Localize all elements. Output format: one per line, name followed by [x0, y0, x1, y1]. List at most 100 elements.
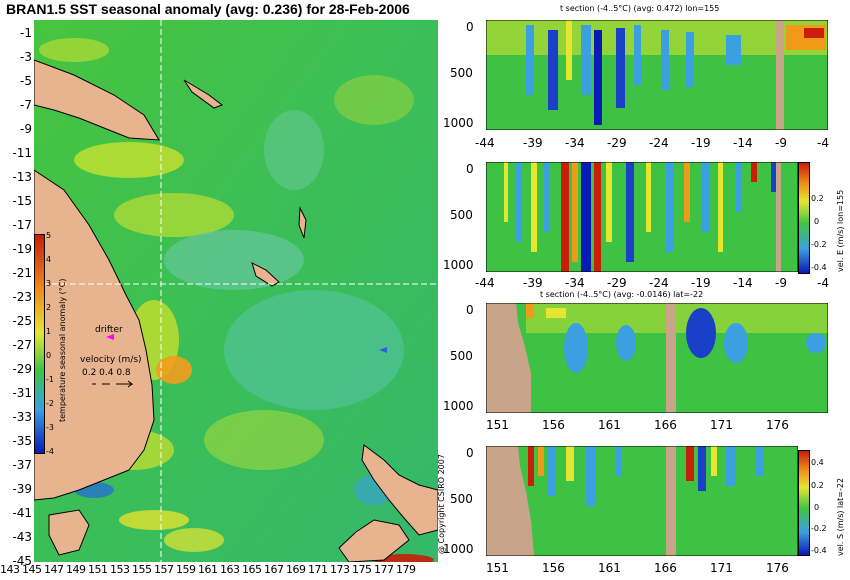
panel4-velocity-features	[528, 446, 764, 506]
panel2-y-tick: 500	[450, 208, 473, 222]
panel1-x-tick: -34	[565, 136, 585, 150]
panel1-y-tick: 1000	[443, 116, 474, 130]
lat-label: -33	[12, 410, 32, 424]
panel3-x-tick: 166	[654, 418, 677, 432]
panel1-x-tick: -39	[523, 136, 543, 150]
lat-label: -3	[20, 50, 32, 64]
panel2-cbar-tick: -0.2	[811, 240, 827, 249]
map-colorbar-tick: 1	[46, 327, 52, 336]
panel2-x-tick: -19	[691, 276, 711, 290]
panel1-x-tick: -44	[475, 136, 495, 150]
panel1-anomaly-stripes	[526, 20, 826, 125]
panel1-x-tick: -19	[691, 136, 711, 150]
panel4-y-tick: 500	[450, 492, 473, 506]
lon-label: 159	[176, 563, 196, 576]
panel4-land	[486, 446, 534, 556]
velocity-legend-values: 0.2 0.4 0.8	[82, 368, 131, 378]
panel2-x-tick: -29	[607, 276, 627, 290]
panel4-section[interactable]	[486, 446, 798, 556]
lon-label: 147	[44, 563, 64, 576]
panel2-section[interactable]	[486, 162, 798, 272]
crosshair	[34, 20, 438, 562]
lon-label: 175	[352, 563, 372, 576]
lat-label: -21	[12, 266, 32, 280]
panel3-y-tick: 1000	[443, 399, 474, 413]
new-zealand-north	[361, 444, 438, 536]
panel4-cbar-tick: -0.2	[811, 524, 827, 533]
lat-label: -41	[12, 506, 32, 520]
panel1-x-tick: -9	[775, 136, 787, 150]
new-guinea	[34, 59, 160, 141]
panel4-cbar-tick: -0.4	[811, 546, 827, 555]
panel4-y-tick: 1000	[443, 542, 474, 556]
panel1-x-tick: -14	[733, 136, 753, 150]
panel1-land	[776, 20, 784, 130]
new-zealand-south	[338, 519, 410, 562]
lon-label: 171	[308, 563, 328, 576]
panel2-velocity-stripes	[504, 162, 779, 272]
panel4-cbar-tick: 0	[814, 503, 820, 512]
map-colorbar-label: temperature seasonal anomaly (°C)	[58, 278, 67, 422]
lon-label: 161	[198, 563, 218, 576]
lat-label: -15	[12, 194, 32, 208]
lat-label: -29	[12, 362, 32, 376]
velocity-legend-arrows	[92, 380, 134, 388]
panel4-x-tick: 161	[598, 561, 621, 575]
land-masses	[34, 59, 438, 562]
lat-label: -7	[20, 98, 32, 112]
panel3-y-tick: 500	[450, 349, 473, 363]
lon-label: 153	[110, 563, 130, 576]
map-title: BRAN1.5 SST seasonal anomaly (avg: 0.236…	[6, 1, 410, 17]
sst-anomaly-map[interactable]	[34, 20, 438, 562]
panel2-side-label: vel. E (m/s) lon=155	[836, 189, 845, 272]
map-colorbar	[34, 234, 45, 454]
lon-label: 163	[220, 563, 240, 576]
panel1-section[interactable]	[486, 20, 828, 130]
panel1-x-tick: -4	[817, 136, 829, 150]
lat-label: -13	[12, 170, 32, 184]
panel2-colorbar	[798, 162, 810, 274]
lon-label: 177	[374, 563, 394, 576]
panel4-x-tick: 176	[766, 561, 789, 575]
panel2-y-tick: 0	[466, 162, 474, 176]
panel3-section[interactable]	[486, 303, 828, 413]
panel1-y-tick: 0	[466, 20, 474, 34]
map-colorbar-tick: -1	[46, 375, 54, 384]
map-colorbar-tick: 2	[46, 303, 52, 312]
panel4-cbar-tick: 0.2	[811, 481, 824, 490]
panel4-x-tick: 166	[654, 561, 677, 575]
lon-label: 157	[154, 563, 174, 576]
panel4-x-tick: 171	[710, 561, 733, 575]
lon-label: 165	[242, 563, 262, 576]
panel3-x-tick: 176	[766, 418, 789, 432]
panel4-x-tick: 156	[542, 561, 565, 575]
map-colorbar-tick: 3	[46, 279, 52, 288]
lat-label: -11	[12, 146, 32, 160]
panel2-x-tick: -44	[475, 276, 495, 290]
panel2-cbar-tick: 0.2	[811, 194, 824, 203]
panel3-land-strip	[666, 303, 676, 413]
panel2-x-tick: -9	[775, 276, 787, 290]
panel3-x-tick: 161	[598, 418, 621, 432]
lon-label: 151	[88, 563, 108, 576]
panel2-land	[776, 162, 781, 272]
panel4-colorbar	[798, 450, 810, 556]
panel3-land	[486, 303, 531, 413]
panel2-x-tick: -14	[733, 276, 753, 290]
lat-label: -9	[20, 122, 32, 136]
solomon-islands	[183, 79, 224, 109]
panel1-x-tick: -29	[607, 136, 627, 150]
panel2-cbar-tick: -0.4	[811, 263, 827, 272]
panel1-title: t section (-4..5°C) (avg: 0.472) lon=155	[560, 4, 720, 13]
lat-label: -23	[12, 290, 32, 304]
lat-label: -39	[12, 482, 32, 496]
lon-label: 169	[286, 563, 306, 576]
tasmania	[48, 509, 90, 556]
panel2-cbar-tick: 0	[814, 217, 820, 226]
panel1-x-tick: -24	[649, 136, 669, 150]
map-colorbar-tick: -4	[46, 447, 54, 456]
lat-label: -5	[20, 74, 32, 88]
panel2-x-tick: -34	[565, 276, 585, 290]
panel2-y-tick: 1000	[443, 258, 474, 272]
lon-label: 167	[264, 563, 284, 576]
